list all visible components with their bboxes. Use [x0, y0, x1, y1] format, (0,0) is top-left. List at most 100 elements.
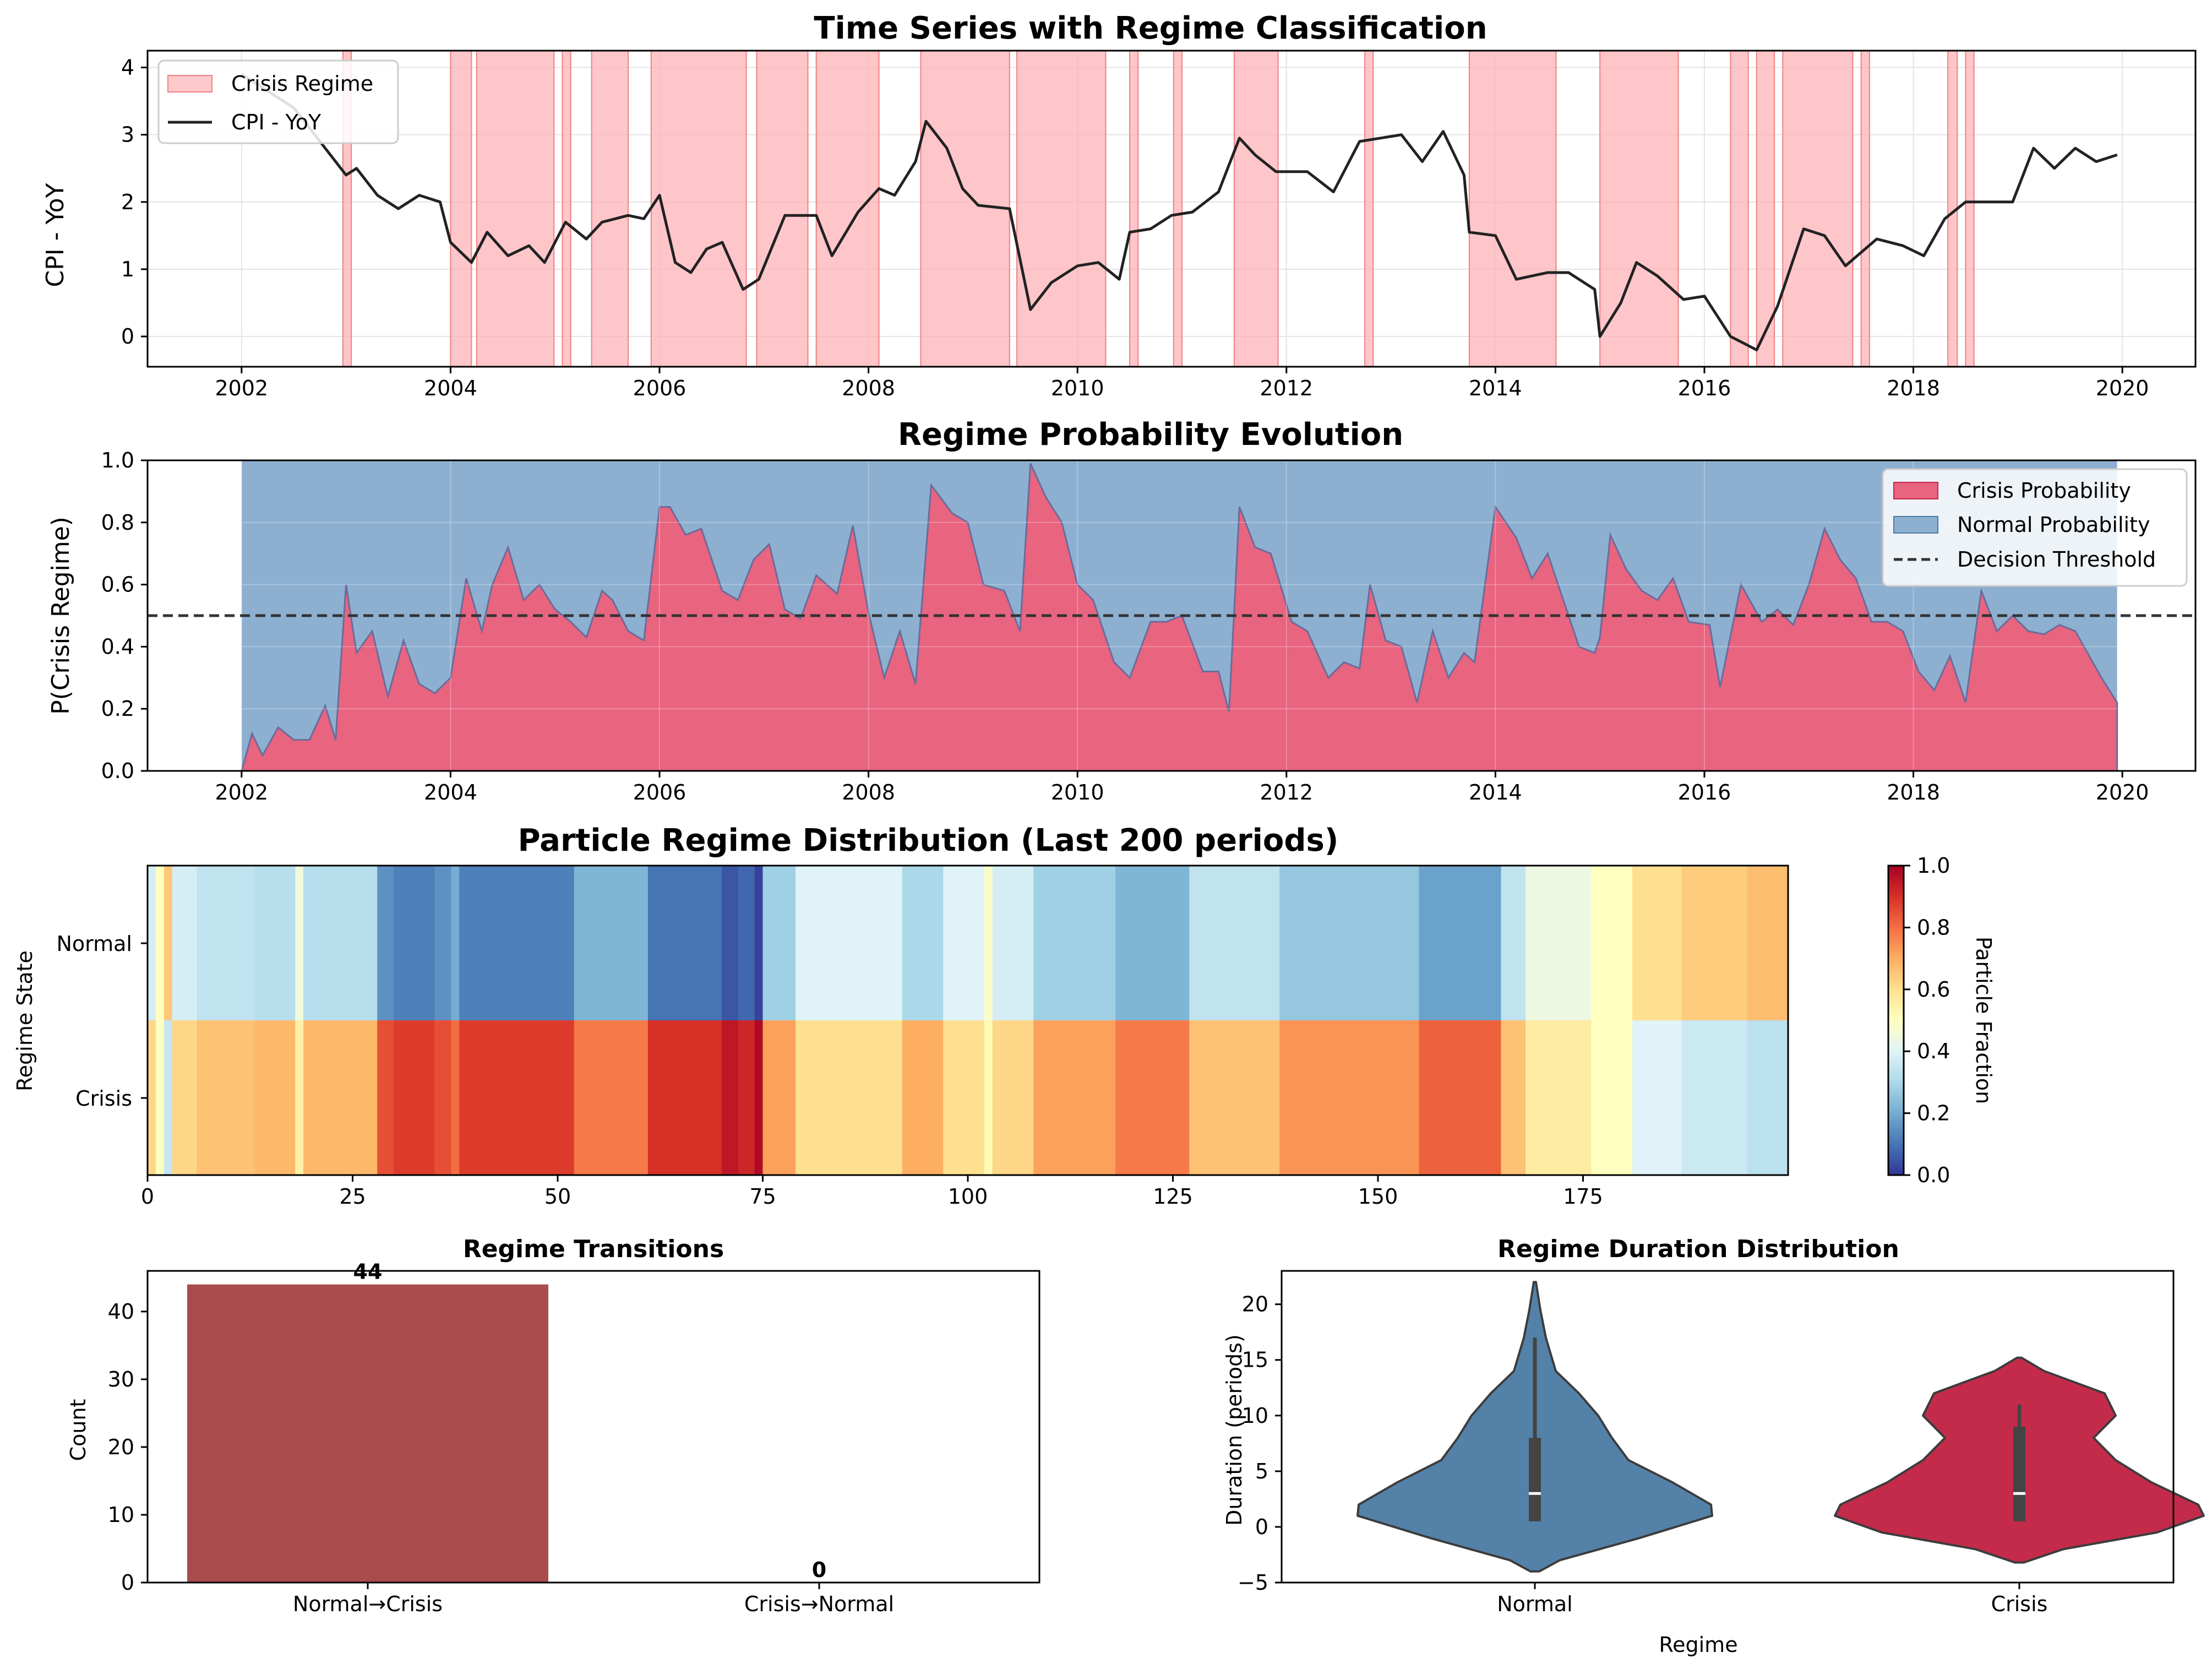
panel5-ytick-label: 20 — [1242, 1292, 1268, 1317]
panel2-xtick-label: 2016 — [1678, 780, 1731, 804]
panel2-xtick-label: 2014 — [1469, 780, 1522, 804]
heatmap-cell-normal — [738, 866, 755, 1020]
panel2-axes-frame — [146, 459, 2197, 772]
heatmap-cell-crisis — [377, 1020, 394, 1175]
heatmap-cell-crisis — [1115, 1020, 1190, 1175]
panel1-xtick-label: 2016 — [1678, 376, 1731, 400]
panel3-x-ticks: 0 25 50 75 100 125 150 175 — [141, 1175, 1603, 1209]
heatmap-cell-crisis — [303, 1020, 378, 1175]
panel1-title: Time Series with Regime Classification — [814, 10, 1487, 46]
panel4-x-ticks: Normal→Crisis Crisis→Normal — [293, 1583, 894, 1616]
panel4-title: Regime Transitions — [463, 1235, 724, 1263]
heatmap-cell-crisis — [1747, 1020, 1789, 1175]
panel1-ytick-label: 1 — [121, 257, 134, 281]
crisis-regime-band — [1364, 50, 1374, 367]
colorbar-tick-label: 0.4 — [1917, 1039, 1950, 1063]
heatmap-cell-crisis — [172, 1020, 197, 1175]
panel1-xtick-label: 2020 — [2096, 376, 2149, 400]
heatmap-cell-crisis — [1033, 1020, 1116, 1175]
heatmap-cell-normal — [1632, 866, 1682, 1020]
heatmap-cell-normal — [1419, 866, 1502, 1020]
heatmap-cell-crisis — [722, 1020, 739, 1175]
panel1-x-ticks: 2002 2004 2006 2008 2010 2012 2014 2016 2018 2020 — [215, 367, 2149, 400]
heatmap-cell-crisis — [574, 1020, 649, 1175]
panel5-title: Regime Duration Distribution — [1497, 1235, 1899, 1263]
crisis-regime-band — [1233, 50, 1279, 367]
panel3-xtick-label: 75 — [749, 1184, 776, 1209]
heatmap-cell-crisis — [295, 1020, 304, 1175]
panel4-bars: 44 0 — [187, 1260, 826, 1583]
colorbar-ticks: 0.0 0.2 0.4 0.6 0.8 1.0 — [1904, 853, 1950, 1187]
panel2-xtick-label: 2010 — [1051, 780, 1104, 804]
panel5-y-ticks: −5 0 5 10 15 20 — [1238, 1292, 1282, 1595]
crisis-regime-band — [450, 50, 472, 367]
panel1-xtick-label: 2018 — [1887, 376, 1940, 400]
panel3-xtick-label: 0 — [141, 1184, 154, 1209]
colorbar-tick-label: 0.2 — [1917, 1101, 1950, 1126]
colorbar-tick-label: 0.8 — [1917, 915, 1950, 939]
heatmap-cell-normal — [1115, 866, 1190, 1020]
heatmap-cell-normal — [377, 866, 394, 1020]
heatmap-cell-normal — [1681, 866, 1748, 1020]
panel1-ylabel: CPI - YoY — [41, 183, 69, 287]
panel2-ytick-label: 1.0 — [101, 448, 134, 472]
crisis-regime-band — [920, 50, 1010, 367]
panel2-ytick-label: 0.8 — [101, 510, 134, 535]
heatmap-cell-crisis — [1279, 1020, 1420, 1175]
panel-probability-evolution: Regime Probability Evolution P(Crisis Re… — [47, 417, 2197, 804]
crisis-regime-band — [1468, 50, 1557, 367]
legend-decision-threshold: Decision Threshold — [1957, 547, 2156, 572]
panel2-ytick-label: 0.0 — [101, 759, 134, 783]
heatmap-cell-normal — [943, 866, 985, 1020]
heatmap-cell-normal — [992, 866, 1034, 1020]
heatmap-cell-normal — [459, 866, 575, 1020]
panel3-xtick-label: 125 — [1153, 1184, 1193, 1209]
legend-crisis-probability: Crisis Probability — [1957, 479, 2131, 503]
legend-crisis-regime: Crisis Regime — [231, 72, 373, 96]
crisis-regime-band — [815, 50, 880, 367]
heatmap-cell-normal — [984, 866, 993, 1020]
heatmap-cell-crisis — [1681, 1020, 1748, 1175]
panel3-ylabel: Regime State — [13, 950, 37, 1091]
bar-value-label: 0 — [812, 1558, 826, 1582]
heatmap-cell-crisis — [1419, 1020, 1502, 1175]
panel5-ytick-label: 15 — [1242, 1348, 1268, 1372]
panel2-ytick-label: 0.2 — [101, 697, 134, 721]
panel4-ytick-label: 30 — [108, 1367, 134, 1391]
crisis-regime-band — [1730, 50, 1749, 367]
heatmap-cell-crisis — [738, 1020, 755, 1175]
heatmap-cell-normal — [434, 866, 451, 1020]
panel1-ytick-label: 0 — [121, 324, 134, 349]
panel2-ytick-label: 0.4 — [101, 634, 134, 659]
heatmap-cell-crisis — [254, 1020, 296, 1175]
crisis-regime-band — [1129, 50, 1139, 367]
panel1-xtick-label: 2004 — [424, 376, 477, 400]
cpi-yoy-line — [241, 73, 2118, 351]
panel1-xtick-label: 2006 — [633, 376, 687, 400]
panel1-axes-frame — [146, 50, 2197, 368]
panel1-xtick-label: 2014 — [1469, 376, 1522, 400]
heatmap-cell-crisis — [1501, 1020, 1526, 1175]
heatmap-cell-crisis — [647, 1020, 722, 1175]
crisis-probability-swatch — [1893, 482, 1938, 499]
crisis-regime-swatch — [167, 75, 213, 93]
colorbar-gradient — [1887, 865, 1905, 1176]
crisis-regime-band — [1782, 50, 1854, 367]
heatmap-cell-crisis — [164, 1020, 173, 1175]
panel3-xtick-label: 100 — [948, 1184, 988, 1209]
heatmap-cell-crisis — [394, 1020, 435, 1175]
colorbar-tick-label: 0.0 — [1917, 1163, 1950, 1187]
panel4-ytick-label: 40 — [108, 1300, 134, 1324]
panel5-ytick-label: 10 — [1242, 1404, 1268, 1428]
panel-regime-transitions: Regime Transitions Count 44 0 0 10 20 30 40 N… — [66, 1235, 1040, 1616]
panel3-heatmap-cells — [148, 866, 1789, 1175]
heatmap-cell-crisis — [459, 1020, 575, 1175]
heatmap-cell-normal — [796, 866, 903, 1020]
heatmap-cell-normal — [754, 866, 764, 1020]
heatmap-cell-normal — [1591, 866, 1633, 1020]
heatmap-cell-normal — [197, 866, 255, 1020]
heatmap-cell-crisis — [762, 1020, 796, 1175]
heatmap-cell-crisis — [754, 1020, 764, 1175]
panel1-ytick-label: 3 — [121, 123, 134, 147]
transition-bar — [187, 1284, 548, 1583]
